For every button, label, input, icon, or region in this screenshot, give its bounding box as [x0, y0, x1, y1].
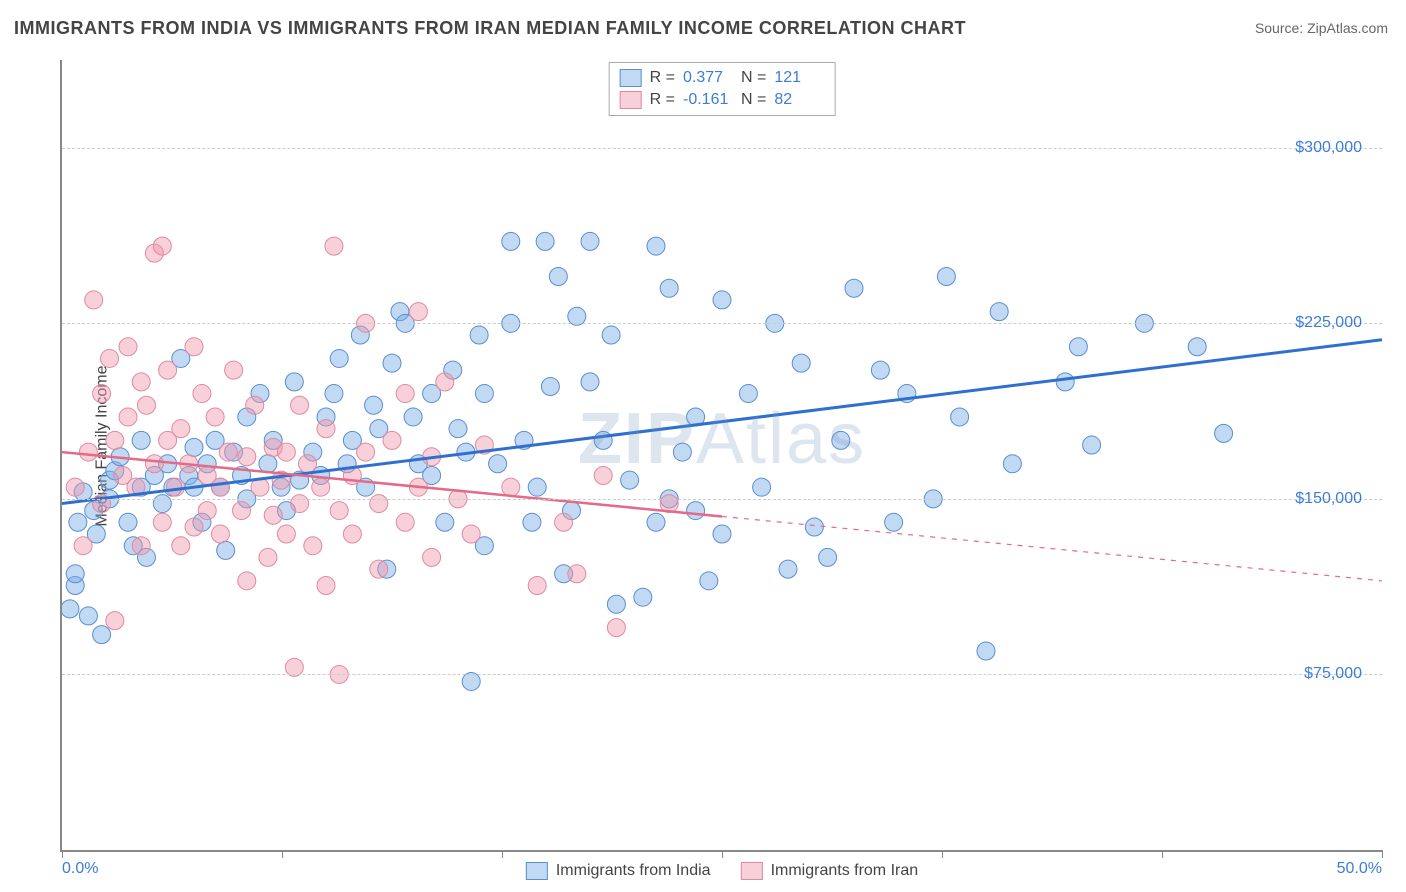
source-label: Source: ZipAtlas.com: [1255, 20, 1388, 36]
gridline: [62, 148, 1382, 149]
x-tick: [942, 850, 943, 858]
y-tick-label: $225,000: [1295, 314, 1362, 332]
n-label: N =: [741, 91, 766, 109]
gridline: [62, 674, 1382, 675]
n-value-india: 121: [774, 69, 824, 87]
scatter-svg: [62, 60, 1382, 850]
n-label: N =: [741, 69, 766, 87]
y-tick-label: $150,000: [1295, 490, 1362, 508]
y-tick-label: $300,000: [1295, 139, 1362, 157]
legend-item-india: Immigrants from India: [526, 862, 711, 880]
x-tick: [502, 850, 503, 858]
r-value-iran: -0.161: [683, 91, 733, 109]
legend-label-india: Immigrants from India: [556, 862, 711, 880]
gridline: [62, 499, 1382, 500]
plot-area: R = 0.377 N = 121 R = -0.161 N = 82 ZIPA…: [60, 60, 1382, 852]
watermark: ZIPAtlas: [578, 398, 866, 480]
correlation-chart: IMMIGRANTS FROM INDIA VS IMMIGRANTS FROM…: [0, 0, 1406, 892]
swatch-india: [620, 69, 642, 87]
chart-title: IMMIGRANTS FROM INDIA VS IMMIGRANTS FROM…: [14, 18, 966, 39]
x-tick: [1162, 850, 1163, 858]
y-tick-label: $75,000: [1304, 665, 1362, 683]
gridline: [62, 323, 1382, 324]
r-label: R =: [650, 69, 675, 87]
swatch-iran: [620, 91, 642, 109]
legend-item-iran: Immigrants from Iran: [741, 862, 919, 880]
n-value-iran: 82: [774, 91, 824, 109]
stats-legend: R = 0.377 N = 121 R = -0.161 N = 82: [609, 62, 836, 116]
r-value-india: 0.377: [683, 69, 733, 87]
x-tick: [722, 850, 723, 858]
x-tick: [1382, 850, 1383, 858]
x-tick: [282, 850, 283, 858]
swatch-india: [526, 862, 548, 880]
r-label: R =: [650, 91, 675, 109]
x-tick-label: 50.0%: [1337, 860, 1382, 878]
series-legend: Immigrants from India Immigrants from Ir…: [526, 862, 918, 880]
stats-row-india: R = 0.377 N = 121: [620, 67, 825, 89]
x-tick-label: 0.0%: [62, 860, 98, 878]
stats-row-iran: R = -0.161 N = 82: [620, 89, 825, 111]
legend-label-iran: Immigrants from Iran: [771, 862, 919, 880]
swatch-iran: [741, 862, 763, 880]
x-tick: [62, 850, 63, 858]
